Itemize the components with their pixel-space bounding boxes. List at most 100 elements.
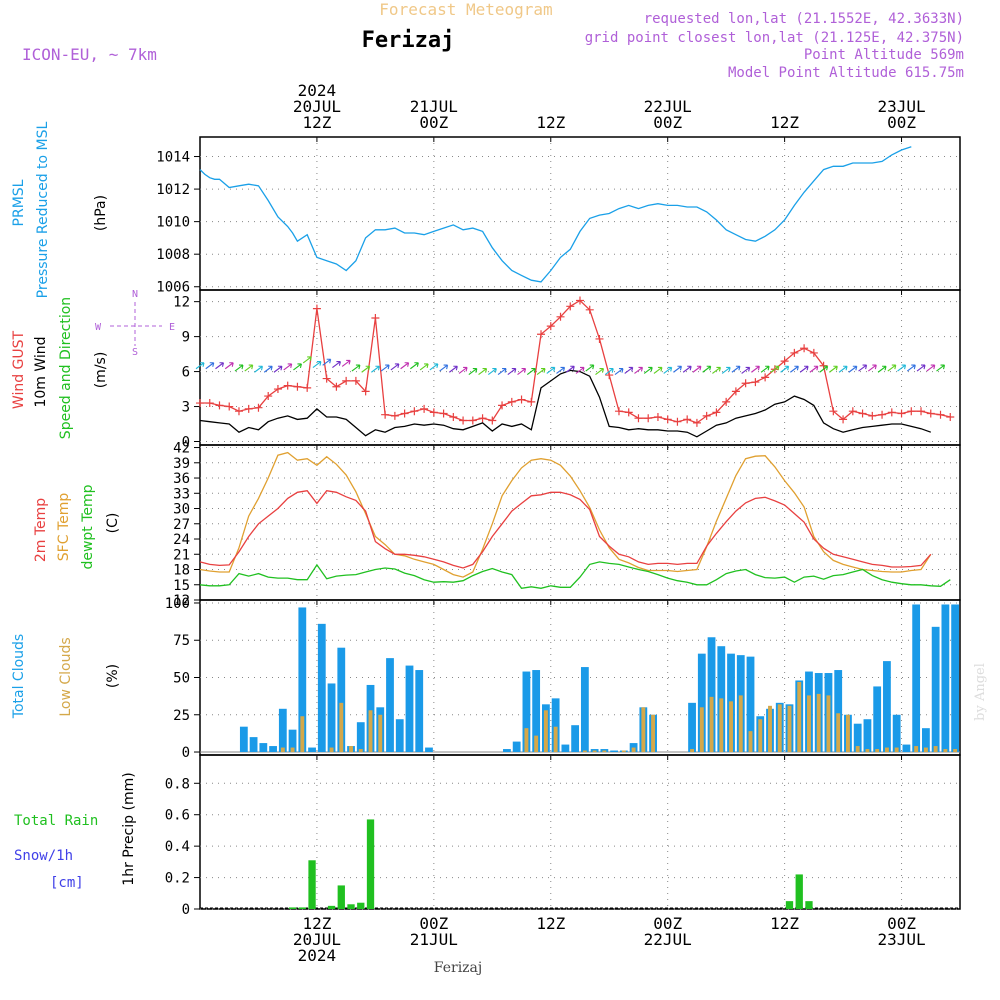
wind-gust-marker <box>897 409 906 418</box>
watermark: by Angel <box>973 663 988 721</box>
wind-direction-arrow <box>731 365 741 373</box>
low-clouds-bar <box>378 714 383 753</box>
wind-direction-arrow <box>254 365 263 373</box>
wind-gust-marker <box>537 330 546 339</box>
sfc-temp-line <box>199 451 932 578</box>
pressure-unit: (hPa) <box>93 195 109 231</box>
total-clouds-bar <box>561 744 570 753</box>
wind-gust-marker <box>449 413 458 422</box>
bottom-time-label: 21JUL <box>410 930 458 949</box>
compass-west: W <box>95 322 102 333</box>
wind-direction-arrow <box>410 362 419 370</box>
wind-direction-arrow <box>458 366 468 374</box>
low-clouds-bar <box>875 749 880 753</box>
low-clouds-bar <box>358 749 363 753</box>
wind-label-speed: Speed and Direction <box>58 297 74 439</box>
total-clouds-bar <box>571 725 580 753</box>
wind-direction-arrow <box>712 366 721 374</box>
wind-gust-marker <box>809 348 818 357</box>
precip-label-cm: [cm] <box>50 875 84 891</box>
wind-gust-marker <box>800 344 809 353</box>
wind-gust-marker <box>322 374 331 383</box>
wind-direction-arrow <box>312 361 322 369</box>
total-clouds-bar <box>707 637 716 753</box>
total-clouds-bar <box>922 728 930 753</box>
precip-panel: 0 0.2 0.4 0.6 0.8 <box>165 754 961 918</box>
wind-gust-marker <box>215 401 224 410</box>
top-time-label: 22JUL <box>644 97 692 116</box>
temp-label-sfc: SFC Temp <box>56 493 72 562</box>
wind-gust-marker <box>244 404 253 413</box>
low-clouds-bar <box>651 714 656 753</box>
temp-2m-line <box>199 489 932 569</box>
precip-label-snow: Snow/1h <box>14 848 73 864</box>
low-clouds-bar <box>699 707 704 753</box>
wind-gust-marker <box>468 416 477 425</box>
rain-bar <box>308 860 316 909</box>
wind-direction-arrow <box>497 368 507 376</box>
wind-gust-marker <box>692 418 701 427</box>
title-faint: Forecast Meteogram <box>379 0 552 19</box>
wind-direction-arrow <box>234 364 244 372</box>
wind-gust-marker <box>702 411 711 420</box>
bottom-time-label: 12Z <box>302 914 331 933</box>
pressure-ytick-label: 1006 <box>156 280 190 296</box>
wind-gust-marker <box>273 385 282 394</box>
wind-gust-marker <box>517 395 526 404</box>
low-clouds-bar <box>933 746 938 753</box>
total-clouds-bar <box>610 750 618 753</box>
precip-label-rain: Total Rain <box>14 813 98 829</box>
low-clouds-bar <box>787 705 792 753</box>
wind-direction-arrow <box>565 365 575 373</box>
total-clouds-bar <box>600 749 609 753</box>
wind-gust-marker <box>790 348 799 357</box>
total-clouds-bar <box>337 647 346 753</box>
temp-ytick-label: 12 <box>173 593 190 609</box>
clouds-ytick-label: 75 <box>173 633 190 649</box>
wind-direction-arrow <box>332 361 341 369</box>
pressure-ytick-label: 1008 <box>156 247 190 263</box>
wind-direction-arrow <box>897 364 907 372</box>
wind-gust-marker <box>371 313 380 322</box>
clouds-label-total: Total Clouds <box>11 634 27 719</box>
wind-direction-arrow <box>273 365 283 373</box>
wind-direction-arrow <box>653 366 663 374</box>
wind-label-10m: 10m Wind <box>33 336 49 407</box>
low-clouds-bar <box>923 747 928 753</box>
precip-ytick-label: 0.8 <box>165 776 190 792</box>
temp-ytick-label: 33 <box>173 486 190 502</box>
total-clouds-bar <box>278 708 287 753</box>
wind-gust-marker <box>420 404 429 413</box>
wind-ytick-label: 9 <box>182 330 190 346</box>
total-clouds-bar <box>532 670 541 753</box>
wind-gust-marker <box>731 387 740 396</box>
top-time-label: 12Z <box>770 113 799 132</box>
info-line-model-altitude: Model Point Altitude 615.75m <box>728 65 964 81</box>
pressure-labels: PRMSL Pressure Reduced to MSL (hPa) <box>11 121 109 298</box>
wind-direction-arrow <box>926 364 936 372</box>
wind-gust-marker <box>848 407 857 416</box>
low-clouds-bar <box>826 695 831 753</box>
wind-direction-arrow <box>663 366 673 374</box>
wind-gust-marker <box>196 399 204 408</box>
info-line-requested: requested lon,lat (21.1552E, 42.3633N) <box>644 11 964 27</box>
total-clouds-bar <box>317 623 326 753</box>
temp-unit: (C) <box>105 513 121 534</box>
wind-direction-arrow <box>429 363 439 371</box>
wind-gust-marker <box>576 296 584 305</box>
bottom-time-label: 2024 <box>298 946 337 965</box>
total-clouds-bar <box>298 607 307 753</box>
total-clouds-bar <box>863 719 872 753</box>
total-clouds-bar <box>902 744 911 753</box>
rain-bar <box>785 901 794 909</box>
wind-gust-marker <box>868 411 877 420</box>
wind-panel: 0 3 6 9 12 <box>173 290 961 451</box>
model-label: ICON-EU, ~ 7km <box>22 45 157 64</box>
total-clouds-bar <box>259 743 268 753</box>
wind-gust-marker <box>478 414 487 423</box>
total-clouds-bar <box>288 729 297 753</box>
wind-direction-arrow <box>585 364 595 372</box>
compass-rose: N S W E <box>95 289 175 358</box>
wind-direction-arrow <box>604 368 614 376</box>
